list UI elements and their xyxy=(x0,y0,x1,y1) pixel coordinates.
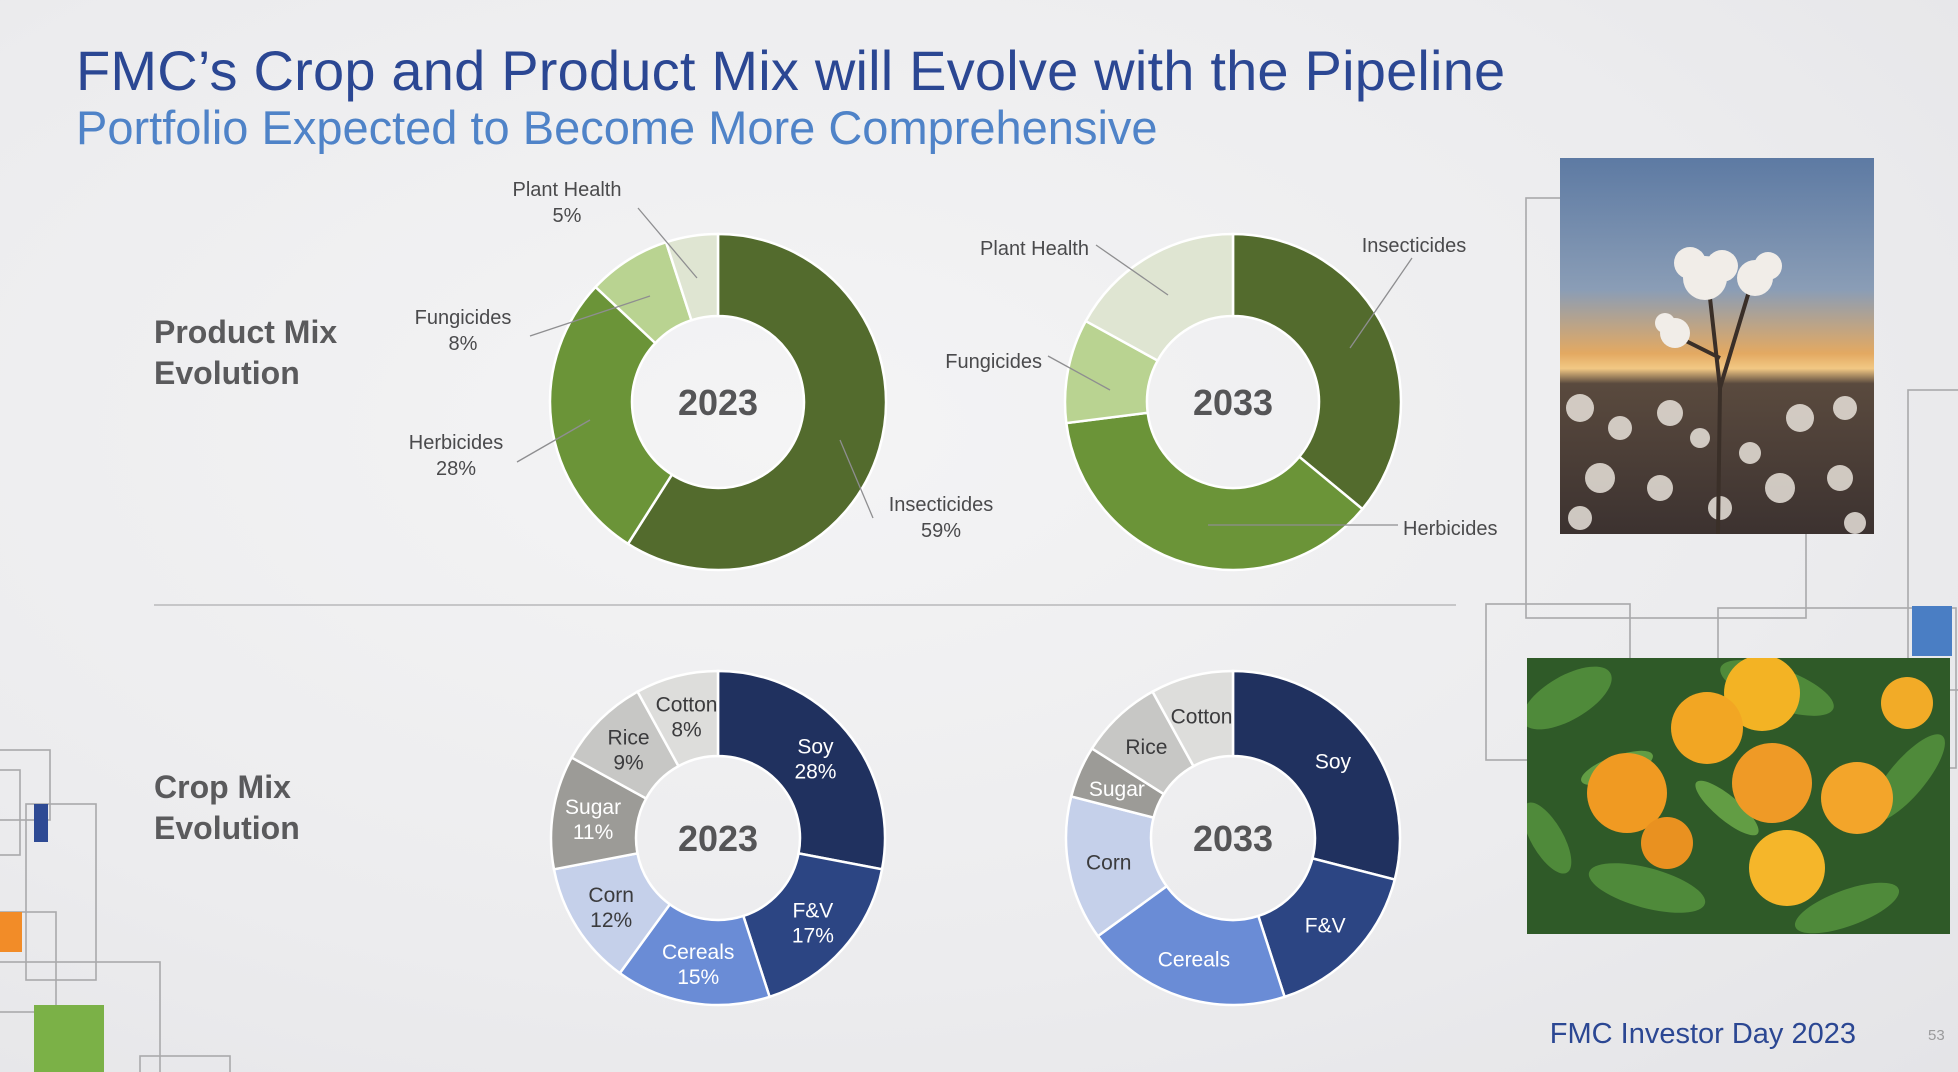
slice-label-sugar: Sugar xyxy=(1089,778,1145,801)
slice-label-plant-health: Plant Health xyxy=(513,179,622,201)
center-year-label: 2023 xyxy=(678,382,758,423)
slice-value-rice: 9% xyxy=(613,752,643,775)
donut-chart-product-2033: 2033 Insecticides Herbicides Fungicides Plan… xyxy=(945,232,1497,572)
slice-value-insecticides: 59% xyxy=(921,520,961,542)
slice-herbicides xyxy=(1064,411,1365,572)
slice-label-cereals: Cereals xyxy=(662,941,734,964)
slice-label-fungicides: Fungicides xyxy=(415,307,512,329)
page-subtitle: Portfolio Expected to Become More Compre… xyxy=(76,101,1158,154)
slice-label-rice: Rice xyxy=(608,727,650,750)
leader-line-insecticides xyxy=(1349,257,1413,349)
slice-value-sugar: 11% xyxy=(573,821,613,844)
slice-value-cereals: 15% xyxy=(677,966,719,989)
footer-event-name: FMC Investor Day 2023 xyxy=(1549,1018,1856,1050)
page-number: 53 xyxy=(1928,1027,1945,1044)
slice-plant-health xyxy=(664,232,720,322)
slice-label-cotton: Cotton xyxy=(1171,705,1233,728)
leader-line-plant-health xyxy=(1095,244,1169,296)
slice-insecticides xyxy=(1231,232,1403,511)
slice-label-corn: Corn xyxy=(588,884,634,907)
slice-fandv xyxy=(1256,856,1397,999)
slice-value-fandv: 17% xyxy=(792,925,834,948)
slice-soy xyxy=(1231,669,1402,882)
slice-label-rice: Rice xyxy=(1125,736,1167,759)
slice-value-cotton: 8% xyxy=(671,718,701,741)
decorative-squares xyxy=(0,749,231,1072)
donut-chart-product-2023: 2023 Insecticides 59% Herbicides 28% Fungicid… xyxy=(409,179,994,572)
center-year-label: 2033 xyxy=(1193,382,1273,423)
slice-label-insecticides: Insecticides xyxy=(889,494,994,516)
slice-value-soy: 28% xyxy=(794,760,836,783)
slice-cotton xyxy=(1150,669,1235,768)
slice-label-sugar: Sugar xyxy=(565,796,621,819)
leader-line-fungicides xyxy=(529,295,651,337)
slice-label-cereals: Cereals xyxy=(1158,948,1230,971)
slice-cotton xyxy=(635,669,720,768)
section-divider xyxy=(154,604,1456,606)
slice-label-soy: Soy xyxy=(797,735,834,758)
leader-line-insecticides xyxy=(839,439,874,519)
leader-line-herbicides xyxy=(516,419,591,463)
slice-label-plant-health: Plant Health xyxy=(980,238,1089,260)
slice-label-fungicides: Fungicides xyxy=(945,351,1042,373)
slice-soy xyxy=(716,669,887,871)
slice-label-fandv: F&V xyxy=(792,900,833,923)
slice-value-herbicides: 28% xyxy=(436,458,476,480)
slice-label-insecticides: Insecticides xyxy=(1362,235,1467,257)
center-year-label: 2023 xyxy=(678,818,758,859)
leader-line-fungicides xyxy=(1047,355,1111,391)
slice-value-plant-health: 5% xyxy=(553,205,582,227)
slice-value-fungicides: 8% xyxy=(449,333,478,355)
slice-herbicides xyxy=(548,285,674,546)
product-mix-section-label: Product Mix Evolution xyxy=(154,314,338,391)
slice-label-herbicides: Herbicides xyxy=(1403,518,1497,540)
slice-label-corn: Corn xyxy=(1086,852,1132,875)
leader-line-plant-health xyxy=(637,207,698,279)
center-year-label: 2033 xyxy=(1193,818,1273,859)
page-title: FMC’s Crop and Product Mix will Evolve w… xyxy=(76,39,1506,102)
orange-tree-photo xyxy=(1527,658,1950,934)
slice-cereals xyxy=(1096,884,1287,1007)
slice-label-cotton: Cotton xyxy=(656,693,718,716)
slice-fandv xyxy=(741,851,884,999)
slice-label-herbicides: Herbicides xyxy=(409,432,503,454)
slice-plant-health xyxy=(1084,232,1235,363)
slice-label-soy: Soy xyxy=(1315,750,1352,773)
crop-mix-section-label: Crop Mix Evolution xyxy=(154,769,300,846)
cotton-field-photo xyxy=(1560,158,1874,534)
decorative-blue-square xyxy=(1912,606,1952,656)
slice-value-corn: 12% xyxy=(590,909,632,932)
slice-label-fandv: F&V xyxy=(1305,915,1346,938)
slice-insecticides xyxy=(626,232,888,572)
